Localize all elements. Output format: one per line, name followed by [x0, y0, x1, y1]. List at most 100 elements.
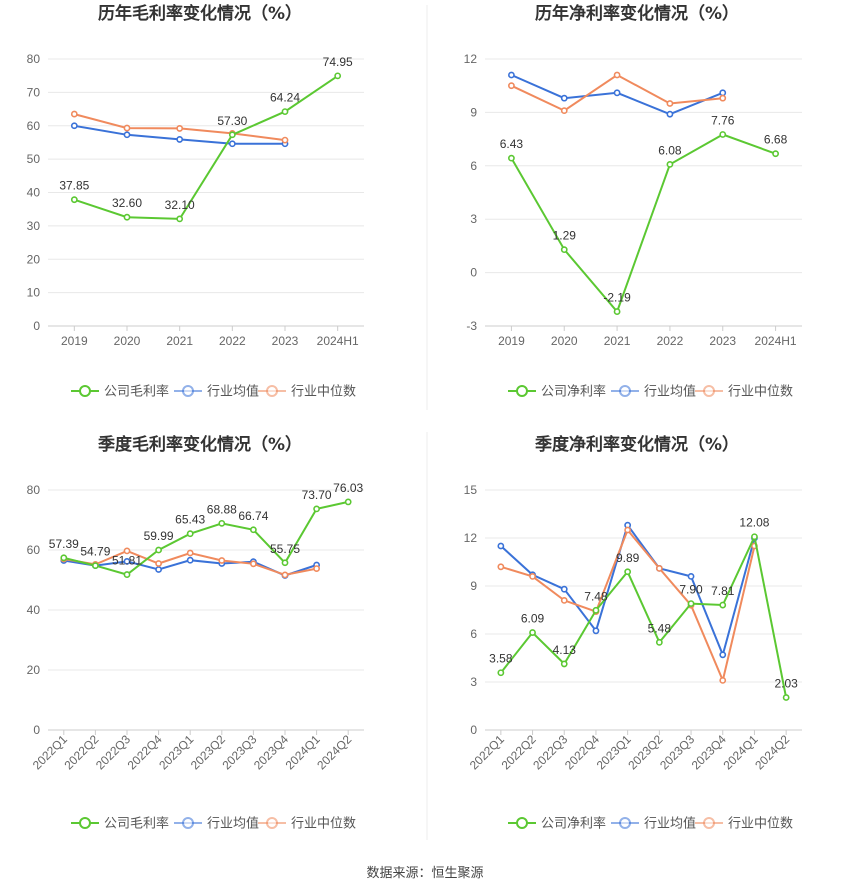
legend-marker-dot: [79, 385, 91, 397]
y-tick-label: 12: [464, 52, 478, 66]
series-line: [73, 75, 339, 220]
data-label: 3.58: [489, 652, 513, 666]
y-tick-label: 3: [470, 675, 477, 689]
data-point: [687, 600, 695, 607]
data-label: 6.43: [500, 137, 524, 151]
legend-marker-dot: [182, 385, 194, 397]
data-point: [218, 557, 226, 564]
data-point: [613, 71, 621, 79]
chart-title: 季度毛利率变化情况（%）: [98, 434, 302, 455]
y-tick-label: 80: [27, 52, 41, 66]
x-tick-label: 2021: [604, 334, 631, 348]
y-tick-label: 0: [33, 319, 40, 333]
y-tick-label: 20: [27, 663, 41, 677]
data-point: [155, 546, 162, 554]
data-point: [751, 533, 758, 541]
legend-entry: 行业中位数: [291, 817, 356, 832]
chart-panel-1: 历年毛利率变化情况（%） 0 10 20 30 40 50 60 70 80 2019 2020 202…: [27, 3, 364, 400]
data-point: [529, 629, 536, 636]
data-point: [176, 215, 184, 223]
x-tick-label: 2020: [114, 334, 141, 348]
legend-marker-dot: [79, 817, 91, 829]
data-label: 68.88: [207, 502, 237, 516]
data-point: [249, 526, 257, 534]
data-point: [666, 160, 674, 168]
data-label: 51.81: [112, 554, 142, 568]
data-point: [687, 573, 695, 580]
y-tick-label: -3: [466, 319, 477, 333]
y-tick-label: 20: [27, 252, 41, 266]
chart-title: 历年净利率变化情况（%）: [535, 3, 739, 24]
data-point: [313, 565, 320, 572]
legend-entry: 行业均值: [207, 816, 259, 832]
legend-entry: 行业均值: [644, 816, 696, 832]
source-label: 数据来源：恒生聚源: [366, 866, 484, 881]
data-label: 65.43: [175, 513, 205, 527]
data-point: [560, 246, 568, 254]
data-label: 7.76: [711, 113, 735, 127]
data-point: [624, 526, 632, 534]
data-point: [655, 638, 663, 646]
data-point: [218, 519, 226, 527]
data-point: [176, 125, 184, 132]
y-tick-label: 6: [470, 159, 477, 173]
data-point: [508, 71, 515, 79]
data-point: [281, 571, 289, 579]
data-label: 54.79: [80, 545, 110, 559]
x-tick-label: 2020: [551, 334, 578, 348]
data-point: [560, 660, 568, 668]
data-point: [560, 94, 568, 102]
data-point: [123, 131, 131, 139]
data-label: 64.24: [270, 91, 300, 105]
legend-marker-dot: [182, 817, 194, 829]
y-tick-label: 10: [27, 286, 41, 300]
data-point: [186, 556, 194, 564]
x-tick-label: 2023: [709, 334, 736, 348]
y-tick-label: 15: [464, 483, 478, 497]
data-point: [228, 131, 236, 139]
y-tick-label: 60: [27, 543, 41, 557]
data-label: 59.99: [144, 529, 174, 543]
data-label: -2.19: [603, 291, 631, 305]
data-label: 12.08: [739, 516, 769, 530]
legend-entry: 行业均值: [207, 384, 259, 400]
y-tick-label: 6: [470, 627, 477, 641]
data-point: [123, 124, 131, 132]
legend-marker-dot: [619, 817, 631, 829]
y-tick-label: 40: [27, 603, 41, 617]
y-tick-label: 40: [27, 186, 41, 200]
legend-marker-dot: [619, 385, 631, 397]
x-tick-label: 2022: [219, 334, 246, 348]
legend-marker-dot: [703, 817, 715, 829]
data-point: [592, 627, 600, 635]
data-point: [123, 558, 131, 565]
data-point: [186, 549, 194, 557]
legend-marker-dot: [516, 385, 528, 397]
data-label: 32.10: [165, 198, 195, 212]
data-point: [70, 110, 78, 118]
x-tick-label: 2024Q2: [752, 732, 792, 772]
legend-entry: 行业中位数: [291, 385, 356, 400]
data-point: [281, 108, 289, 115]
data-point: [155, 560, 162, 567]
legend-entry: 行业中位数: [728, 817, 793, 832]
y-tick-label: 0: [33, 723, 40, 737]
x-tick-label: 2019: [498, 334, 525, 348]
y-tick-label: 12: [464, 531, 478, 545]
data-label: 74.95: [323, 55, 353, 69]
legend-marker-dot: [703, 385, 715, 397]
y-tick-label: 9: [470, 579, 477, 593]
data-point: [313, 505, 320, 513]
data-point: [497, 563, 505, 571]
data-label: 37.85: [59, 179, 89, 193]
data-point: [92, 562, 99, 570]
series-line: [500, 533, 788, 698]
data-point: [719, 677, 727, 684]
data-point: [560, 597, 568, 604]
data-label: 4.13: [553, 643, 577, 657]
chart-title: 历年毛利率变化情况（%）: [98, 3, 302, 24]
legend-entry: 公司毛利率: [104, 816, 169, 832]
data-point: [613, 89, 621, 97]
data-point: [281, 559, 289, 567]
